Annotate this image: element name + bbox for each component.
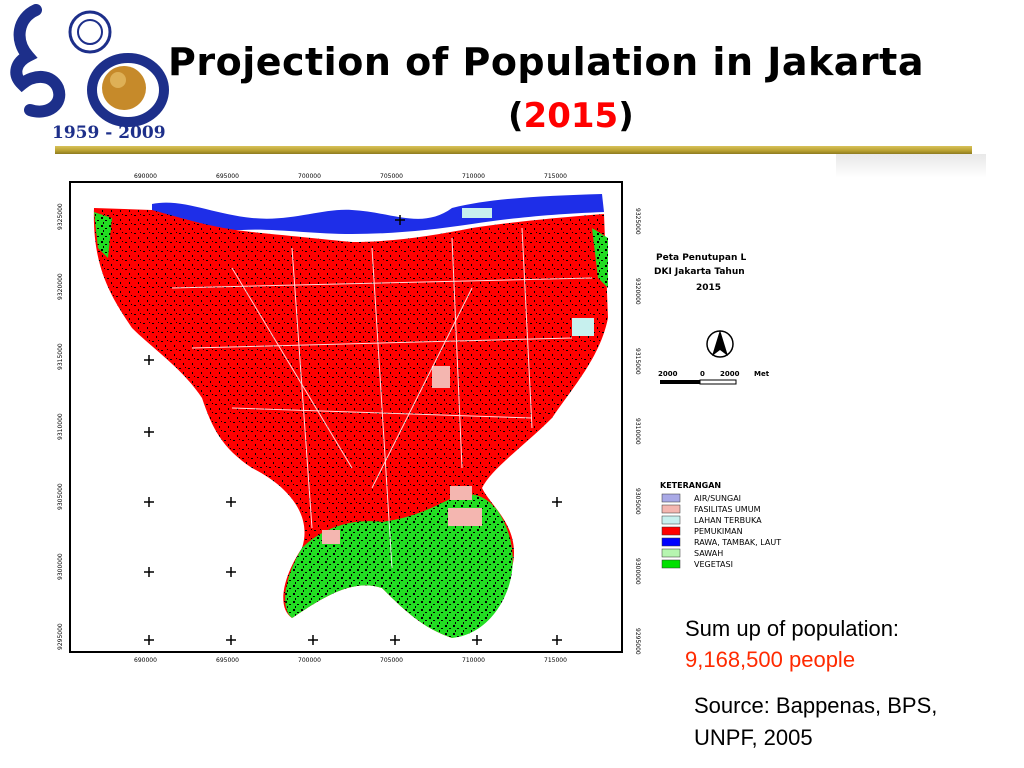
left-tick-label: 9300000 [57, 553, 64, 580]
top-tick-label: 690000 [134, 173, 157, 180]
year-close-paren: ) [618, 96, 634, 136]
bottom-tick-label: 715000 [544, 657, 567, 664]
legend-swatch-settlement [662, 527, 680, 535]
legend-label-water: AIR/SUNGAI [694, 494, 741, 503]
map-caption-line2: DKI Jakarta Tahun [654, 267, 745, 277]
left-tick-label: 9320000 [57, 273, 64, 300]
slide-title: Projection of Population in Jakarta [168, 40, 928, 84]
open-land-patch-1 [572, 318, 594, 336]
legend-swatch-ricefield [662, 549, 680, 557]
legend-title: KETERANGAN [660, 481, 721, 490]
anniversary-logo: 1959 - 2009 [8, 4, 188, 144]
left-tick-label: 9325000 [57, 203, 64, 230]
population-label: Sum up of population: [685, 616, 899, 642]
map-caption-line3: 2015 [696, 283, 721, 293]
legend-label-settlement: PEMUKIMAN [694, 527, 743, 536]
title-divider [55, 146, 972, 154]
legend-swatch-vegetation [662, 560, 680, 568]
north-arrow-icon [707, 330, 733, 357]
bottom-tick-label: 690000 [134, 657, 157, 664]
legend-label-swamp: RAWA, TAMBAK, LAUT [694, 538, 781, 547]
legend-swatch-swamp [662, 538, 680, 546]
right-tick-label: 9310000 [634, 418, 641, 445]
legend-label-open-land: LAHAN TERBUKA [694, 516, 762, 525]
population-value: 9,168,500 people [685, 647, 855, 673]
public-facility-patch-1 [450, 486, 472, 500]
divider-shadow [836, 154, 986, 178]
left-tick-label: 9310000 [57, 413, 64, 440]
logo-years: 1959 - 2009 [52, 123, 166, 143]
source-citation: Source: Bappenas, BPS, UNPF, 2005 [694, 690, 1004, 754]
bottom-tick-label: 705000 [380, 657, 403, 664]
public-facility-patch-3 [322, 530, 340, 544]
bottom-tick-label: 700000 [298, 657, 321, 664]
right-tick-label: 9305000 [634, 488, 641, 515]
legend-swatch-public-facility [662, 505, 680, 513]
right-tick-label: 9320000 [634, 278, 641, 305]
right-tick-label: 9295000 [634, 628, 641, 655]
left-tick-label: 9305000 [57, 483, 64, 510]
top-tick-label: 710000 [462, 173, 485, 180]
year-value: 2015 [524, 96, 619, 136]
bottom-tick-label: 710000 [462, 657, 485, 664]
right-tick-label: 9300000 [634, 558, 641, 585]
scale-mid-label: 0 [700, 370, 705, 378]
land-cover-map: 690000 695000 700000 705000 710000 71500… [52, 168, 842, 668]
top-tick-label: 705000 [380, 173, 403, 180]
legend: AIR/SUNGAI FASILITAS UMUM LAHAN TERBUKA … [662, 494, 781, 569]
legend-swatch-water [662, 494, 680, 502]
top-tick-label: 700000 [298, 173, 321, 180]
scale-bar: 2000 0 2000 Met [658, 370, 770, 384]
legend-label-ricefield: SAWAH [694, 549, 723, 558]
right-tick-label: 9325000 [634, 208, 641, 235]
top-tick-label: 715000 [544, 173, 567, 180]
right-tick-label: 9315000 [634, 348, 641, 375]
top-tick-label: 695000 [216, 173, 239, 180]
scale-left-label: 2000 [658, 370, 678, 378]
open-land-patch-2 [462, 208, 492, 218]
scale-right-label: 2000 [720, 370, 740, 378]
map-caption-line1: Peta Penutupan L [656, 253, 746, 263]
left-tick-label: 9295000 [57, 623, 64, 650]
public-facility-patch-4 [432, 366, 450, 388]
bottom-tick-label: 695000 [216, 657, 239, 664]
scale-unit-label: Met [754, 370, 770, 378]
legend-label-vegetation: VEGETASI [694, 560, 733, 569]
left-tick-label: 9315000 [57, 343, 64, 370]
public-facility-patch-2 [448, 508, 482, 526]
legend-label-public-facility: FASILITAS UMUM [694, 505, 761, 514]
year-open-paren: ( [508, 96, 524, 136]
legend-swatch-open-land [662, 516, 680, 524]
slide-title-year: (2015) [508, 96, 634, 136]
